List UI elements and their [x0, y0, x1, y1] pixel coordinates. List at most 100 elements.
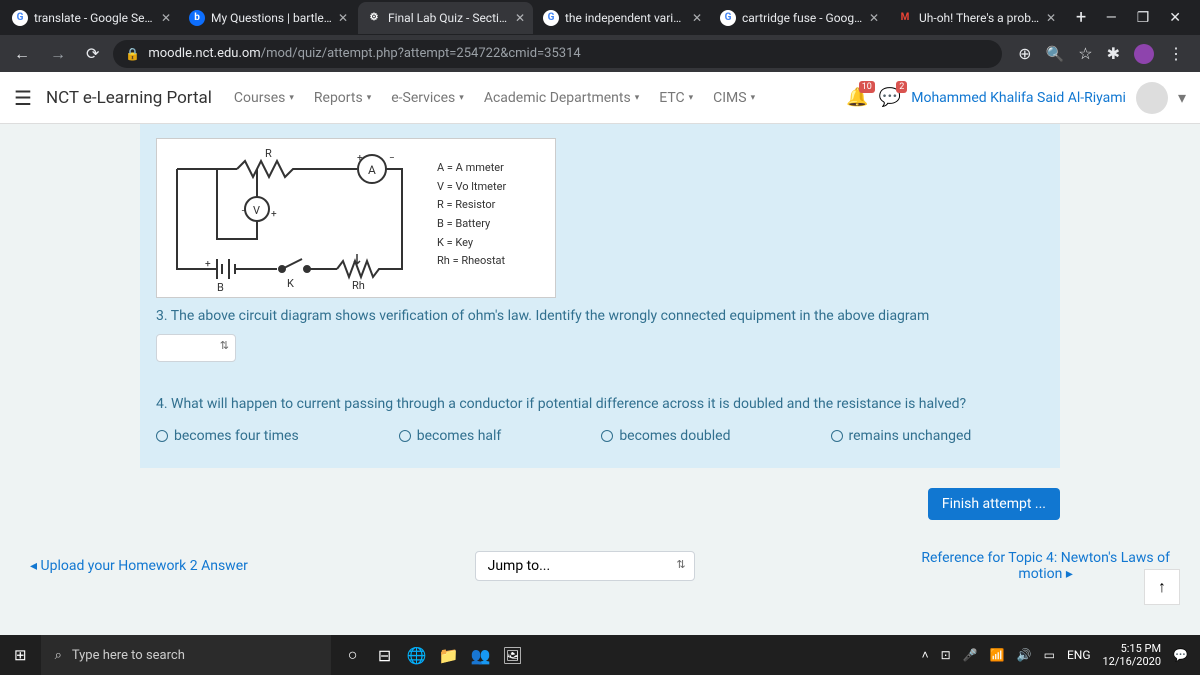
taskbar-search[interactable]: ⌕ Type here to search [41, 635, 331, 675]
messages-icon[interactable]: 💬2 [879, 87, 901, 108]
app-icon-1[interactable]: 🌐 [405, 643, 429, 667]
option-label: becomes half [417, 428, 502, 444]
question-4-text: 4. What will happen to current passing t… [156, 396, 1044, 412]
tray-chevron[interactable]: ˄ [922, 648, 929, 662]
maximize-button[interactable]: ❐ [1137, 10, 1150, 26]
browser-tab[interactable]: Gthe independent variab ✕ [535, 2, 710, 34]
svg-text:−: − [241, 206, 247, 217]
svg-text:+: + [205, 259, 211, 270]
browser-tab[interactable]: bMy Questions | bartleby✕ [181, 2, 356, 34]
nav-item[interactable]: e-Services ▾ [383, 90, 472, 106]
cortana-icon[interactable]: ○ [341, 643, 365, 667]
tab-title: translate - Google Sear [34, 11, 155, 25]
radio-icon [601, 430, 613, 442]
radio-option[interactable]: becomes four times [156, 428, 299, 444]
minimize-button[interactable]: — [1106, 10, 1117, 26]
quiz-question-box: R A + − V − + + B [140, 124, 1060, 468]
zoom-icon[interactable]: 🔍 [1046, 45, 1065, 63]
finish-attempt-button[interactable]: Finish attempt ... [928, 488, 1060, 520]
close-window-button[interactable]: ✕ [1169, 10, 1181, 26]
previous-activity-link[interactable]: ◂ Upload your Homework 2 Answer [30, 558, 248, 574]
tray-icon-1[interactable]: ⊡ [941, 648, 951, 662]
nav-item[interactable]: Academic Departments ▾ [476, 90, 647, 106]
question-4-options: becomes four times becomes half becomes do… [156, 428, 1044, 444]
tab-close-icon[interactable]: ✕ [1046, 11, 1056, 25]
tab-favicon: G [543, 10, 559, 26]
tab-close-icon[interactable]: ✕ [161, 11, 171, 25]
scroll-to-top-button[interactable]: ↑ [1144, 569, 1180, 605]
next-activity-link[interactable]: Reference for Topic 4: Newton's Laws ofm… [921, 550, 1170, 582]
circuit-legend: A = A mmeterV = Vo ltmeterR = ResistorB … [437, 159, 506, 271]
tab-close-icon[interactable]: ✕ [515, 11, 525, 25]
url-text: moodle.nct.edu.om/mod/quiz/attempt.php?a… [148, 46, 580, 61]
notification-bell[interactable]: 🔔10 [846, 87, 868, 108]
tab-title: the independent variab [565, 11, 686, 25]
question-3-select[interactable] [156, 334, 236, 362]
tab-favicon: G [12, 10, 28, 26]
browser-tab[interactable]: M Uh-oh! There's a proble ✕ [889, 2, 1064, 34]
tray-display-icon[interactable]: ▭ [1044, 648, 1055, 662]
new-tab-button[interactable]: + [1066, 7, 1096, 28]
forward-button[interactable]: → [44, 44, 72, 64]
svg-text:A: A [368, 163, 376, 177]
radio-option[interactable]: becomes half [399, 428, 502, 444]
tab-close-icon[interactable]: ✕ [869, 11, 879, 25]
radio-option[interactable]: becomes doubled [601, 428, 730, 444]
app-icon-2[interactable]: 🖼 [501, 643, 525, 667]
content-area: R A + − V − + + B [0, 124, 1200, 635]
back-button[interactable]: ← [8, 44, 36, 64]
task-view-icon[interactable]: ⊟ [373, 643, 397, 667]
reload-button[interactable]: ⟳ [80, 44, 105, 63]
nav-item[interactable]: CIMS ▾ [705, 90, 763, 106]
taskbar: ⊞ ⌕ Type here to search ○ ⊟ 🌐 📁 👥 🖼 ˄ ⊡ … [0, 635, 1200, 675]
extension-puzzle-icon[interactable]: ✱ [1107, 44, 1120, 63]
svg-text:V: V [253, 204, 260, 217]
user-menu-caret[interactable]: ▾ [1178, 88, 1186, 107]
svg-text:−: − [389, 153, 395, 164]
svg-text:+: + [357, 153, 363, 164]
tab-close-icon[interactable]: ✕ [338, 11, 348, 25]
svg-text:Rh: Rh [352, 279, 365, 292]
taskbar-clock[interactable]: 5:15 PM 12/16/2020 [1103, 642, 1162, 668]
tab-title: My Questions | bartleby [211, 11, 332, 25]
url-bar[interactable]: 🔒 moodle.nct.edu.om/mod/quiz/attempt.php… [113, 40, 1002, 68]
window-controls: — ❐ ✕ [1106, 10, 1196, 26]
extension-icon[interactable] [1134, 44, 1154, 64]
tray-mic-icon[interactable]: 🎤 [963, 648, 978, 662]
svg-text:B: B [217, 281, 224, 294]
radio-icon [831, 430, 843, 442]
browser-tab[interactable]: Gcartridge fuse - Google ✕ [712, 2, 887, 34]
browser-chrome: Gtranslate - Google Sear✕bMy Questions |… [0, 0, 1200, 72]
quiz-navigation: ◂ Upload your Homework 2 Answer Jump to.… [30, 540, 1170, 592]
tray-language[interactable]: ENG [1067, 648, 1091, 662]
taskbar-apps: ○ ⊟ 🌐 📁 👥 🖼 [331, 643, 535, 667]
tab-close-icon[interactable]: ✕ [692, 11, 702, 25]
username[interactable]: Mohammed Khalifa Said Al-Riyami [911, 90, 1126, 106]
avatar[interactable] [1136, 82, 1168, 114]
tab-favicon: M [897, 10, 913, 26]
radio-option[interactable]: remains unchanged [831, 428, 972, 444]
file-explorer-icon[interactable]: 📁 [437, 643, 461, 667]
nav-item[interactable]: ETC ▾ [651, 90, 701, 106]
jump-to-select[interactable]: Jump to... [475, 551, 695, 581]
tab-title: cartridge fuse - Google [742, 11, 863, 25]
browser-tab[interactable]: Gtranslate - Google Sear ✕ [4, 2, 179, 34]
start-button[interactable]: ⊞ [0, 646, 41, 664]
browser-tab[interactable]: ⚙Final Lab Quiz - Section✕ [358, 2, 533, 34]
hamburger-menu[interactable]: ☰ [14, 86, 32, 110]
nav-menu: Courses ▾Reports ▾e-Services ▾Academic D… [226, 90, 763, 106]
translate-icon[interactable]: ⊕ [1018, 44, 1031, 63]
tab-title: Uh-oh! There's a proble [919, 11, 1040, 25]
bookmark-icon[interactable]: ☆ [1078, 44, 1092, 63]
tray-volume-icon[interactable]: 🔊 [1017, 648, 1032, 662]
system-tray: ˄ ⊡ 🎤 📶 🔊 ▭ ENG 5:15 PM 12/16/2020 💬 [910, 642, 1200, 668]
tab-favicon: G [720, 10, 736, 26]
svg-text:K: K [287, 277, 294, 290]
nav-item[interactable]: Reports ▾ [306, 90, 379, 106]
address-bar-row: ← → ⟳ 🔒 moodle.nct.edu.om/mod/quiz/attem… [0, 35, 1200, 72]
menu-icon[interactable]: ⋮ [1168, 44, 1184, 63]
nav-item[interactable]: Courses ▾ [226, 90, 302, 106]
notifications-icon[interactable]: 💬 [1173, 648, 1188, 662]
teams-icon[interactable]: 👥 [469, 643, 493, 667]
tray-wifi-icon[interactable]: 📶 [990, 648, 1005, 662]
